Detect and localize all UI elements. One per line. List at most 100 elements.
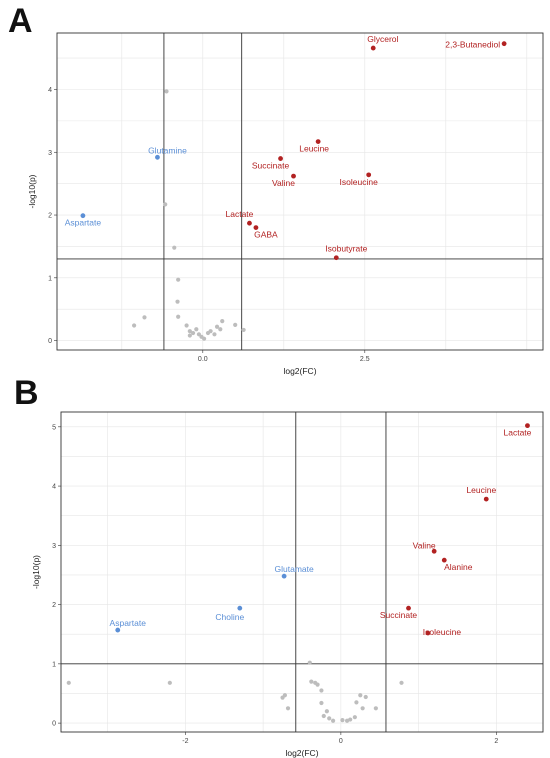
chart-b-point-ns [309, 679, 314, 684]
chart-b-y-axis-title: -log10(p) [31, 555, 41, 589]
chart-a-point-isoleucine [366, 172, 372, 178]
chart-a-point-succinate [278, 156, 283, 161]
chart-b-point-alanine [441, 557, 447, 563]
chart-a-label-valine: Valine [272, 178, 295, 188]
chart-b-point-ns [348, 717, 353, 722]
chart-a-label-glutamine: Glutamine [148, 145, 187, 155]
chart-b-plot-frame [60, 411, 544, 733]
chart-b-point-ns [285, 706, 291, 711]
chart-a-point-ns [172, 245, 177, 250]
chart-a-y-axis-title: -log10(p) [27, 174, 37, 208]
chart-a-y-tick-label: 3 [48, 150, 52, 157]
chart-a-label-isoleucine: Isoleucine [340, 177, 379, 187]
chart-b-y-tick-label: 2 [52, 602, 56, 609]
chart-a-point-2-3-butanediol [501, 41, 507, 47]
chart-b-point-ns [330, 718, 336, 723]
chart-a-x-tick-label: 2.5 [360, 356, 370, 363]
chart-b-label-succinate: Succinate [380, 610, 418, 620]
chart-b-label-lactate: Lactate [504, 428, 532, 438]
chart-b-point-succinate [406, 605, 411, 611]
chart-a-point-ns [184, 323, 189, 328]
chart-b-point-valine [431, 548, 437, 554]
chart-b-label-alanine: Alanine [444, 562, 473, 572]
chart-a-point-ns [164, 89, 169, 94]
chart-b-point-ns [66, 680, 71, 685]
chart-b-point-ns [360, 706, 365, 711]
chart-a-point-ns [214, 324, 220, 329]
chart-a-point-ns [187, 329, 192, 334]
chart-a-x-axis-title: log2(FC) [283, 366, 316, 376]
chart-a-point-ns [218, 327, 223, 332]
chart-b-label-aspartate: Aspartate [110, 618, 147, 628]
chart-a-point-ns [220, 319, 225, 324]
chart-b-point-ns [167, 680, 172, 685]
chart-a-plot-frame [56, 32, 544, 351]
chart-b-point-isoleucine [425, 630, 431, 636]
chart-b-point-leucine [483, 496, 489, 502]
chart-b-y-tick-label: 3 [52, 543, 56, 550]
chart-a-y-tick-label: 0 [48, 338, 52, 345]
chart-b-point-ns [340, 718, 345, 723]
chart-b-point-ns [319, 688, 324, 693]
chart-a-point-ns [175, 299, 180, 304]
chart-a-point-ns [233, 322, 238, 327]
chart-a-label-leucine: Leucine [299, 144, 329, 154]
chart-b-y-tick-label: 1 [52, 661, 56, 668]
chart-a-label-gaba: GABA [254, 230, 278, 240]
chart-b-point-ns [324, 709, 329, 714]
chart-b-x-tick-label: -2 [182, 738, 188, 745]
chart-a-point-ns [163, 202, 168, 207]
chart-b-x-axis-title: log2(FC) [285, 748, 318, 758]
chart-b-y-tick-label: 0 [52, 721, 56, 728]
chart-a-point-ns [190, 330, 196, 336]
chart-a-point-leucine [315, 139, 321, 144]
chart-b-point-ns [363, 694, 368, 700]
chart-a-x-tick-label: 0.0 [198, 356, 208, 363]
chart-a-point-ns [201, 336, 207, 341]
chart-b-point-choline [237, 605, 243, 611]
chart-a-point-ns [187, 333, 192, 338]
chart-b-point-ns [354, 700, 359, 705]
chart-b-point-ns [352, 715, 357, 720]
chart-b-point-ns [327, 716, 332, 721]
chart-a-point-ns [142, 315, 147, 320]
chart-b-label-isoleucine: Isoleucine [423, 627, 462, 637]
chart-a-point-valine [291, 173, 296, 179]
chart-a-label-isobutyrate: Isobutyrate [325, 244, 367, 254]
chart-a-point-ns [208, 329, 213, 334]
chart-a-label-lactate: Lactate [226, 209, 254, 219]
chart-a-label-aspartate: Aspartate [65, 218, 102, 228]
chart-b-point-ns [358, 693, 363, 698]
chart-b-label-glutamate: Glutamate [275, 564, 314, 574]
chart-a-point-ns [241, 327, 246, 333]
chart-b-point-ns [373, 706, 378, 711]
chart-a-point-ns [132, 323, 137, 328]
chart-b-y-tick-label: 4 [52, 484, 56, 491]
chart-a-point-ns [194, 327, 199, 332]
chart-b-point-ns [399, 680, 404, 685]
chart-b-point-aspartate [115, 627, 121, 633]
chart-a-point-ns [196, 332, 202, 337]
panel-label-a: A [8, 2, 33, 40]
chart-a-y-tick-label: 4 [48, 87, 52, 94]
chart-a-point-glutamine [155, 154, 160, 160]
chart-b-point-ns [319, 700, 324, 706]
chart-a-point-aspartate [80, 213, 86, 219]
chart-b-point-ns [282, 693, 287, 698]
chart-b-point-ns [315, 682, 320, 687]
chart-a-y-tick-label: 1 [48, 275, 52, 282]
chart-b-point-lactate [525, 423, 530, 429]
chart-a-label-succinate: Succinate [252, 161, 290, 171]
chart-a-point-lactate [247, 220, 252, 226]
chart-a-label-glycerol: Glycerol [367, 34, 398, 44]
chart-a-point-ns [176, 277, 181, 282]
chart-b-label-valine: Valine [413, 540, 436, 550]
chart-b-x-tick-label: 0 [339, 738, 343, 745]
chart-a-point-gaba [253, 225, 259, 230]
chart-b-point-glutamate [281, 573, 287, 579]
chart-b-point-ns [307, 660, 312, 665]
chart-a-point-isobutyrate [333, 255, 339, 261]
chart-a-label-2-3-butanediol: 2,3-Butanediol [445, 40, 500, 50]
chart-b-y-tick-label: 5 [52, 424, 56, 431]
